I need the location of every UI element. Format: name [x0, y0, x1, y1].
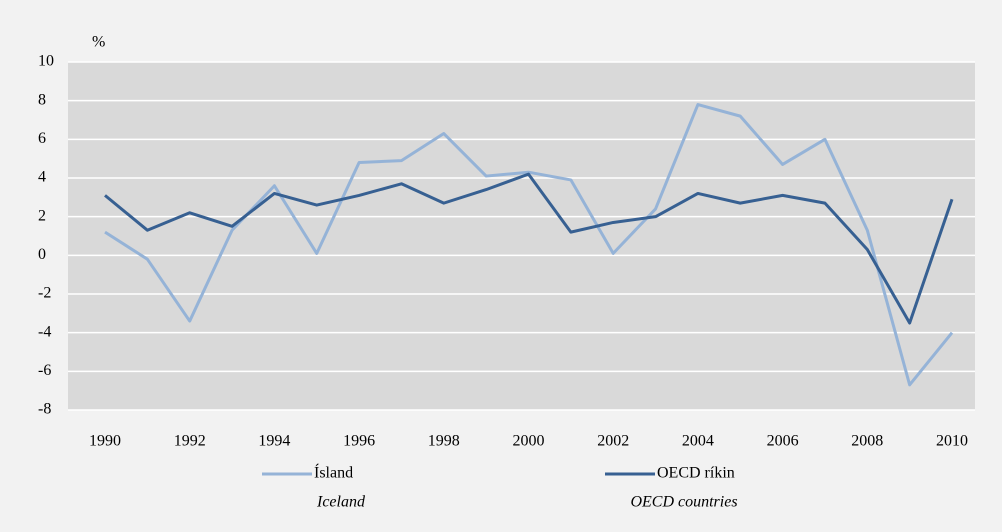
- y-tick-label: -6: [38, 362, 51, 379]
- x-tick-label: 2000: [513, 433, 545, 450]
- plot-area: [68, 62, 975, 410]
- y-tick-label: 10: [38, 53, 54, 70]
- x-tick-label: 2010: [936, 433, 968, 450]
- line: [104, 172, 954, 325]
- y-tick-label: 4: [38, 169, 46, 186]
- legend-translation: OECD countries: [630, 494, 737, 511]
- y-tick-label: -8: [38, 401, 51, 418]
- x-tick-label: 1994: [258, 433, 290, 450]
- x-tick-label: 1992: [174, 433, 206, 450]
- y-tick-label: 2: [38, 207, 46, 224]
- y-tick-label: -2: [38, 285, 51, 302]
- y-tick-label: 8: [38, 91, 46, 108]
- x-tick-label: 2006: [767, 433, 799, 450]
- legend-label: OECD ríkin: [657, 465, 735, 482]
- x-tick-label: 2004: [682, 433, 714, 450]
- x-tick-label: 2002: [597, 433, 629, 450]
- y-tick-label: -4: [38, 323, 51, 340]
- y-unit: %: [92, 34, 105, 51]
- x-tick-label: 2008: [851, 433, 883, 450]
- x-tick-label: 1998: [428, 433, 460, 450]
- y-tick-label: 0: [38, 246, 46, 263]
- y-tick-label: 6: [38, 130, 46, 147]
- legend-translation: Iceland: [316, 494, 366, 511]
- x-tick-label: 1990: [89, 433, 121, 450]
- legend-label: Ísland: [314, 463, 353, 482]
- x-tick-label: 1996: [343, 433, 375, 450]
